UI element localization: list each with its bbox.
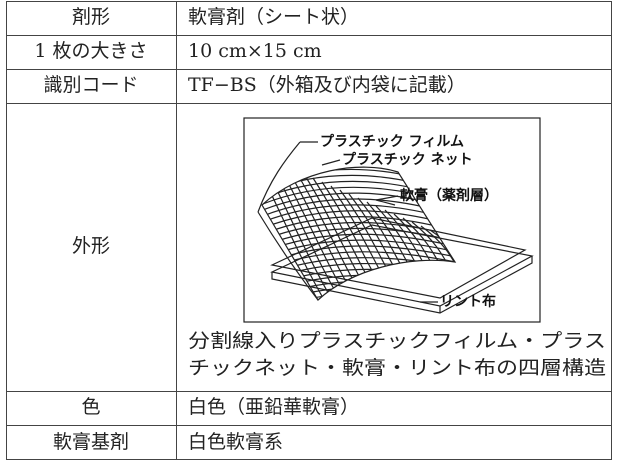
row-header: 外形 (72, 235, 110, 257)
cell-text: 軟膏剤（シート状） (188, 5, 359, 28)
cell-text: TF−BS（外箱及び内袋に記載） (188, 74, 466, 96)
cell-text: 白色軟膏系 (188, 430, 283, 453)
row-header: 軟膏基剤 (53, 430, 129, 453)
net-line (262, 297, 455, 300)
net-line (262, 268, 455, 299)
caption: チックネット・軟膏・リント布の四層構造 (188, 356, 606, 379)
net-line (303, 173, 379, 300)
cell-text: 白色（亜鉛華軟膏） (188, 395, 359, 418)
row-header: 識別コード (43, 74, 138, 96)
table-borders (6, 1, 612, 460)
row-header: 剤形 (72, 6, 110, 28)
row-header: 色 (81, 396, 100, 418)
diagram-label: プラスチック フィルム (320, 134, 464, 150)
net-line (402, 217, 455, 300)
diagram-label: 軟膏（薬剤層） (400, 187, 498, 204)
diagram-label: リント布 (440, 293, 496, 310)
row-header: 1 枚の大きさ (34, 40, 147, 62)
cell-text: 10 cm×15 cm (188, 40, 322, 62)
diagram-label: プラスチック ネット (342, 152, 473, 168)
net-line (262, 167, 331, 300)
caption: 分割線入りプラスチックフィルム・プラス (188, 330, 606, 352)
net-line (411, 221, 455, 300)
